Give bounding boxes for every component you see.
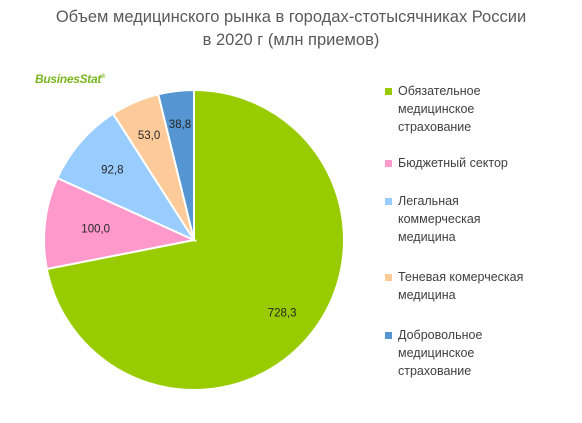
legend-swatch xyxy=(385,198,392,205)
legend-item-dms: Добровольное медицинское страхование xyxy=(385,326,575,380)
chart-title: Объем медицинского рынка в городах-стоты… xyxy=(0,6,582,52)
data-label: 53,0 xyxy=(138,130,160,142)
data-label: 728,3 xyxy=(268,307,297,319)
businesstat-logo: BusinesStat® xyxy=(35,72,105,86)
slice-budget xyxy=(43,176,198,271)
legend-swatch xyxy=(385,88,392,95)
data-label: 38,8 xyxy=(169,119,191,131)
legend-swatch xyxy=(385,332,392,339)
legend-label: Обязательное медицинское страхование xyxy=(398,84,481,134)
legend-label: Теневая комерческая медицина xyxy=(398,270,524,302)
slice-dms xyxy=(157,88,195,241)
chart-title-line-1: Объем медицинского рынка в городах-стоты… xyxy=(55,8,527,26)
slice-legal-commercial xyxy=(56,112,197,243)
data-label: 92,8 xyxy=(101,164,123,176)
legend-label: Легальная коммерческая медицина xyxy=(398,194,481,244)
chart-title-line-2: в 2020 г (млн приемов) xyxy=(202,31,380,49)
logo-mark: ® xyxy=(101,74,106,80)
legend-swatch xyxy=(385,160,392,167)
legend-item-shadow-commercial: Теневая комерческая медицина xyxy=(385,268,575,304)
logo-text: BusinesStat xyxy=(35,72,102,86)
legend-item-budget: Бюджетный сектор xyxy=(385,154,575,172)
legend-label: Бюджетный сектор xyxy=(398,156,508,170)
legend-swatch xyxy=(385,274,392,281)
data-label: 100,0 xyxy=(81,224,110,236)
legend-item-oms: Обязательное медицинское страхование xyxy=(385,82,575,136)
legend-label: Добровольное медицинское страхование xyxy=(398,328,483,378)
legend-item-legal-commercial: Легальная коммерческая медицина xyxy=(385,192,575,246)
